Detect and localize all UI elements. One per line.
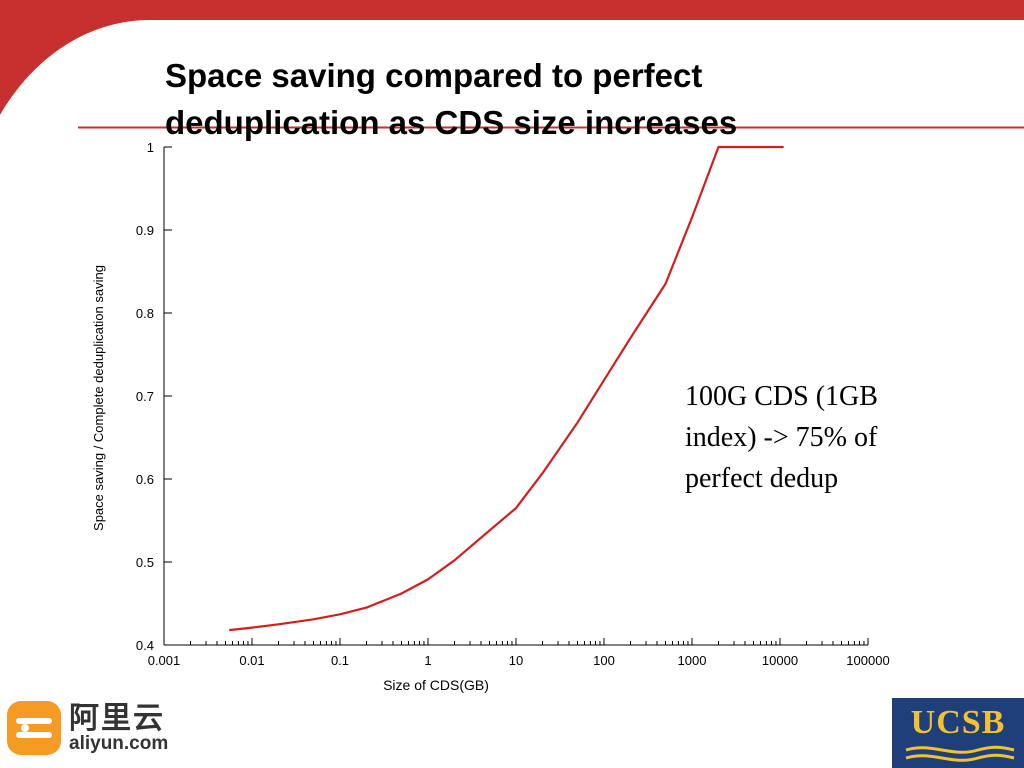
banner-red-band (0, 0, 1024, 115)
aliyun-logo-en: aliyun.com (69, 733, 169, 754)
y-tick-label: 0.8 (136, 306, 154, 321)
y-tick-label: 0.6 (136, 472, 154, 487)
x-tick-label: 100 (593, 653, 615, 668)
annotation-text: 100G CDS (1GB index) -> 75% of perfect d… (685, 376, 965, 499)
annotation-line: perfect dedup (685, 463, 839, 494)
header-banner (0, 0, 1024, 129)
y-tick-label: 1 (147, 140, 154, 155)
x-tick-label: 1000 (678, 653, 707, 668)
x-tick-label: 0.001 (148, 653, 181, 668)
x-tick-label: 0.01 (239, 653, 264, 668)
aliyun-logo-cn: 阿里云 (69, 701, 165, 736)
slide-title: Space saving compared to perfect dedupli… (165, 57, 738, 141)
ucsb-logo-background (892, 698, 1024, 768)
aliyun-cloud-icon (7, 701, 61, 755)
x-tick-label: 0.1 (331, 653, 349, 668)
x-tick-label: 100000 (846, 653, 889, 668)
x-tick-label: 10 (509, 653, 523, 668)
y-axis-title: Space saving / Complete deduplication sa… (91, 265, 106, 531)
y-tick-label: 0.9 (136, 223, 154, 238)
x-axis-title: Size of CDS(GB) (383, 677, 489, 693)
ucsb-logo: UCSB (892, 698, 1024, 768)
x-tick-label: 1 (424, 653, 431, 668)
ucsb-logo-text: UCSB (910, 704, 1006, 741)
aliyun-logo: 阿里云 aliyun.com (5, 693, 195, 763)
y-tick-label: 0.7 (136, 389, 154, 404)
annotation-line: index) -> 75% of (685, 422, 878, 453)
y-tick-label: 0.5 (136, 555, 154, 570)
x-tick-label: 10000 (762, 653, 798, 668)
annotation-line: 100G CDS (1GB (685, 381, 878, 412)
y-tick-label: 0.4 (136, 638, 154, 653)
